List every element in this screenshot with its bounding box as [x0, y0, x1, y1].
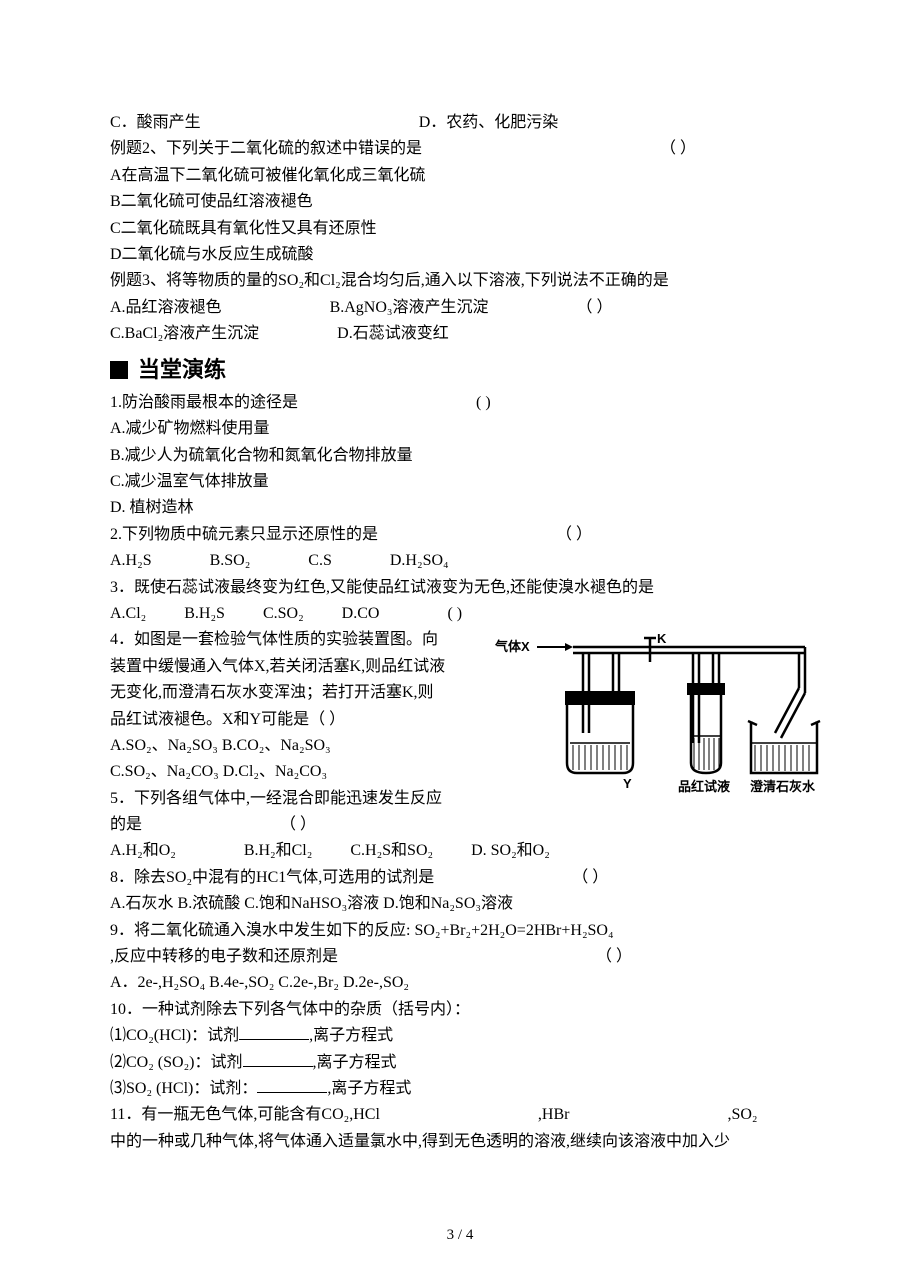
q10-2: ⑵CO₂ (SO₂)：试剂,离子方程式	[110, 1050, 810, 1076]
q9-l2: ,反应中转移的电子数和还原剂是 （ ）	[110, 944, 810, 970]
label-gasx: 气体X	[495, 639, 530, 654]
top-options: C．酸雨产生 D．农药、化肥污染	[110, 110, 810, 136]
q10-stem: 10．一种试剂除去下列各气体中的杂质（括号内）：	[110, 997, 810, 1023]
q1-stem: 1.防治酸雨最根本的途径是 ( )	[110, 390, 810, 416]
section-header: 当堂演练	[110, 352, 810, 388]
q8-stem: 8．除去SO₂中混有的HC1气体,可选用的试剂是 （ ）	[110, 865, 810, 891]
q4-figure: 气体X K	[495, 633, 825, 817]
square-icon	[110, 361, 128, 379]
label-y: Y	[623, 776, 632, 791]
q4-text: 4．如图是一套检验气体性质的实验装置图。向 装置中缓慢通入气体X,若关闭活塞K,…	[110, 627, 470, 785]
q9-l1: 9．将二氧化硫通入溴水中发生如下的反应: SO₂+Br₂+2H₂O=2HBr+H…	[110, 918, 810, 944]
ex2-stem: 例题2、下列关于二氧化硫的叙述中错误的是 （ ）	[110, 136, 810, 162]
q10-1: ⑴CO₂(HCl)：试剂,离子方程式	[110, 1023, 810, 1049]
ex3-cd: C.BaCl₂溶液产生沉淀 D.石蕊试液变红	[110, 321, 810, 347]
ex2-b: B二氧化硫可使品红溶液褪色	[110, 189, 810, 215]
q1-a: A.减少矿物燃料使用量	[110, 416, 810, 442]
q11-l2: 中的一种或几种气体,将气体通入适量氯水中,得到无色透明的溶液,继续向该溶液中加入…	[110, 1129, 810, 1155]
ex2-d: D二氧化硫与水反应生成硫酸	[110, 242, 810, 268]
q2-opts: A.H₂S B.SO₂ C.S D.H₂SO₄	[110, 548, 810, 574]
q10-3: ⑶SO₂ (HCl)：试剂：,离子方程式	[110, 1076, 810, 1102]
blank-input[interactable]	[257, 1076, 327, 1093]
blank-input[interactable]	[239, 1023, 309, 1040]
q1-b: B.减少人为硫氧化合物和氮氧化合物排放量	[110, 443, 810, 469]
q1-c: C.减少温室气体排放量	[110, 469, 810, 495]
opt-c: C．酸雨产生	[110, 114, 201, 131]
ex2-a: A在高温下二氧化硫可被催化氧化成三氧化硫	[110, 163, 810, 189]
opt-d: D．农药、化肥污染	[419, 114, 559, 131]
apparatus-svg: 气体X K	[495, 633, 825, 808]
q4-wrap: 4．如图是一套检验气体性质的实验装置图。向 装置中缓慢通入气体X,若关闭活塞K,…	[110, 627, 810, 785]
ex3-stem: 例题3、将等物质的量的SO₂和Cl₂混合均匀后,通入以下溶液,下列说法不正确的是	[110, 268, 810, 294]
label-k: K	[657, 633, 667, 646]
q3-opts: A.Cl₂ B.H₂S C.SO₂ D.CO ( )	[110, 601, 810, 627]
page-number: 3 / 4	[110, 1223, 810, 1248]
blank-input[interactable]	[243, 1050, 313, 1067]
label-pinhong: 品红试液	[678, 779, 730, 794]
q11-l1: 11．有一瓶无色气体,可能含有CO₂,HCl ,HBr ,SO₂	[110, 1102, 810, 1128]
ex3-ab: A.品红溶液褪色 B.AgNO₃溶液产生沉淀 （ ）	[110, 295, 810, 321]
q3-stem: 3．既使石蕊试液最终变为红色,又能使品红试液变为无色,还能使溴水褪色的是	[110, 575, 810, 601]
label-shihuishui: 澄清石灰水	[750, 779, 816, 794]
ex2-c: C二氧化硫既具有氧化性又具有还原性	[110, 216, 810, 242]
q8-opts: A.石灰水 B.浓硫酸 C.饱和NaHSO₃溶液 D.饱和Na₂SO₃溶液	[110, 891, 810, 917]
q2-stem: 2.下列物质中硫元素只显示还原性的是 （ ）	[110, 522, 810, 548]
q5-opts: A.H₂和O₂ B.H₂和Cl₂ C.H₂S和SO₂ D. SO₂和O₂	[110, 838, 810, 864]
page: C．酸雨产生 D．农药、化肥污染 例题2、下列关于二氧化硫的叙述中错误的是 （ …	[0, 0, 920, 1288]
q9-opts: A．2e-,H₂SO₄ B.4e-,SO₂ C.2e-,Br₂ D.2e-,SO…	[110, 970, 810, 996]
q1-d: D. 植树造林	[110, 495, 810, 521]
